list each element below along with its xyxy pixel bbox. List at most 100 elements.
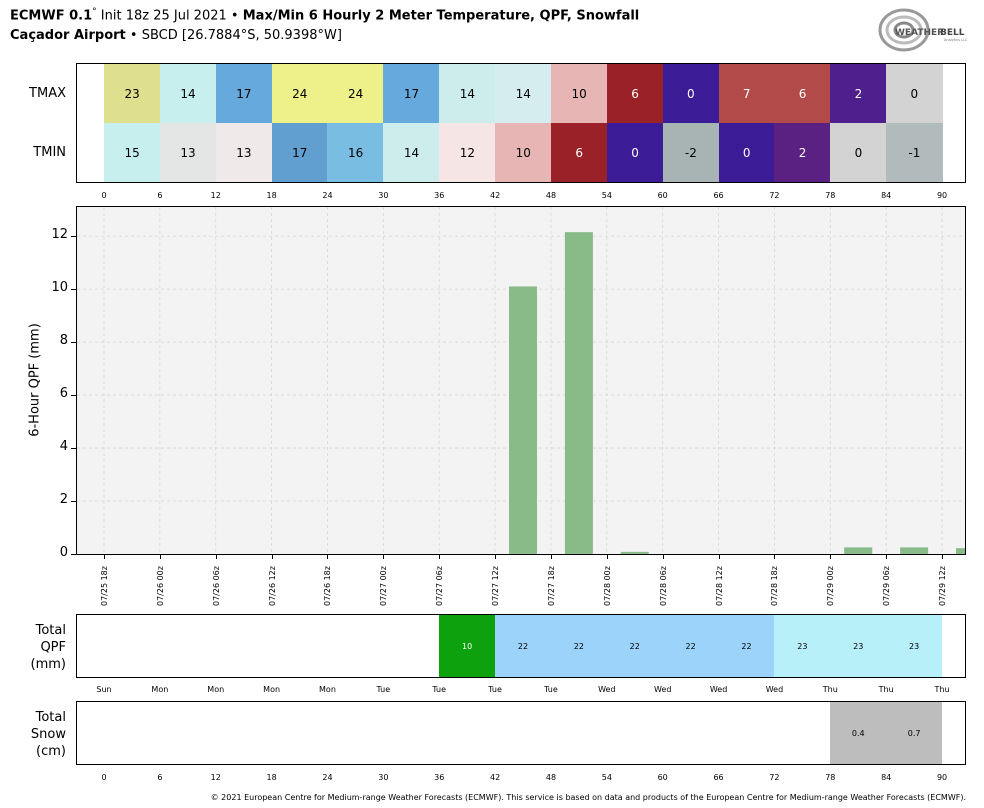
- tmin-cell: 0: [606, 123, 664, 182]
- qpf-bar-chart: [77, 207, 965, 554]
- total-qpf-segment: [495, 615, 775, 677]
- x-tick-label: 07/28 00z: [602, 566, 612, 606]
- x-tick-mark: [606, 555, 608, 559]
- logo-text-bell: BELL: [940, 28, 965, 38]
- day-tick-label: Thu: [934, 685, 950, 694]
- x-tick-mark: [271, 555, 273, 559]
- day-tick-label: Mon: [151, 685, 169, 694]
- tmax-cell: 17: [383, 64, 440, 123]
- x-tick-mark: [495, 555, 497, 559]
- hour-tick-label: 66: [713, 773, 724, 782]
- x-tick-mark: [942, 555, 944, 559]
- day-tick-label: Mon: [207, 685, 225, 694]
- day-tick-label: Mon: [319, 685, 336, 694]
- hour-tick-label: 24: [322, 191, 333, 200]
- day-tick-label: Thu: [822, 685, 838, 694]
- total-qpf-value: 23: [797, 641, 808, 651]
- total-qpf-value: 22: [741, 641, 752, 651]
- hour-tick-label: 0: [101, 191, 107, 200]
- hour-tick-label: 54: [601, 191, 612, 200]
- x-tick-mark: [215, 555, 217, 559]
- hour-tick-label: 18: [266, 773, 277, 782]
- hour-tick-label: 36: [434, 191, 445, 200]
- hour-tick-label: 60: [657, 773, 668, 782]
- total-snow-strip: 0.4 0.7: [76, 701, 966, 765]
- x-tick-label: 07/29 00z: [826, 566, 836, 606]
- total-qpf-label-line3: (mm): [30, 657, 66, 672]
- hour-tick-label: 42: [489, 191, 501, 200]
- total-snow-label-line2: Snow: [30, 727, 66, 742]
- hour-tick-label: 84: [881, 191, 892, 200]
- x-tick-label: 07/27 06z: [435, 566, 445, 606]
- degree-symbol: °: [92, 7, 97, 17]
- hour-tick-label: 54: [601, 773, 612, 782]
- day-tick-label: Mon: [263, 685, 281, 694]
- init-time: Init 18z 25 Jul 2021: [100, 8, 227, 24]
- hour-tick-label: 72: [769, 773, 780, 782]
- hour-tick-label: 6: [157, 773, 163, 782]
- qpf-bar: [900, 547, 929, 554]
- x-tick-label: 07/26 00z: [155, 566, 165, 606]
- hour-tick-label: 66: [713, 191, 724, 200]
- y-tick-label: 6: [59, 386, 68, 402]
- station-info: SBCD [26.7884°S, 50.9398°W]: [141, 28, 342, 43]
- x-tick-label: 07/27 12z: [491, 566, 501, 606]
- x-tick-mark: [550, 555, 552, 559]
- qpf-bar: [844, 547, 873, 554]
- tmax-cell: 24: [327, 64, 384, 123]
- y-tick-label: 2: [59, 492, 68, 508]
- total-qpf-segment: [439, 615, 496, 677]
- x-tick-label: 07/28 06z: [658, 566, 668, 606]
- total-qpf-segment: [774, 615, 943, 677]
- y-tick-label: 0: [59, 545, 68, 560]
- tmax-cell: 0: [662, 64, 720, 123]
- x-tick-label: 07/27 00z: [379, 566, 389, 606]
- x-tick-mark: [327, 555, 329, 559]
- hour-tick-label: 42: [489, 773, 501, 782]
- tmax-cell: 14: [439, 64, 496, 123]
- copyright-footer: © 2021 European Centre for Medium-range …: [210, 793, 966, 802]
- x-tick-mark: [886, 555, 888, 559]
- tmin-cell: 17: [271, 123, 328, 182]
- total-qpf-label-line1: Total: [35, 623, 66, 638]
- day-tick-label: Wed: [765, 685, 784, 694]
- logo-subtext: Analytics LLC: [944, 38, 968, 42]
- x-tick-label: 07/28 12z: [714, 566, 724, 606]
- y-tick-label: 10: [51, 280, 68, 296]
- location-name: Caçador Airport: [10, 28, 126, 43]
- temperature-table: 23 14 17 24 24 17 14 14 10 6 0 7 6 2 0 15 13 13 17 16 14 12 10…: [76, 63, 966, 183]
- x-tick-mark: [383, 555, 385, 559]
- logo-text-weather: WEATHER: [895, 28, 944, 38]
- total-qpf-value: 10: [462, 641, 473, 651]
- y-tick-label: 8: [59, 333, 68, 349]
- y-tick-mark: [71, 395, 76, 397]
- hour-tick-label: 30: [378, 191, 389, 200]
- tmin-cell: 0: [718, 123, 775, 182]
- tmax-cell: 2: [830, 64, 887, 123]
- bullet: •: [230, 8, 239, 24]
- total-snow-value: 0.7: [907, 728, 921, 738]
- x-tick-mark: [830, 555, 832, 559]
- total-snow-label-line1: Total: [35, 710, 66, 725]
- hour-tick-label: 12: [210, 191, 221, 200]
- y-tick-mark: [71, 448, 76, 450]
- tmax-cell: 17: [215, 64, 273, 123]
- hour-tick-label: 90: [936, 191, 948, 200]
- hour-tick-label: 18: [266, 191, 277, 200]
- hour-tick-label: 24: [322, 773, 333, 782]
- x-tick-mark: [718, 555, 720, 559]
- y-tick-mark: [71, 342, 76, 344]
- tmin-cell: 15: [104, 123, 161, 182]
- hour-tick-label: 36: [434, 773, 445, 782]
- hour-tick-label: 0: [101, 773, 107, 782]
- tmax-cell: 14: [495, 64, 552, 123]
- hour-tick-label: 72: [769, 191, 780, 200]
- day-tick-label: Wed: [653, 685, 672, 694]
- hour-tick-label: 30: [378, 773, 389, 782]
- total-qpf-strip: 10 22 22 22 22 22 23 23 23: [76, 614, 966, 678]
- hour-tick-label: 48: [545, 191, 557, 200]
- tmin-cell: 13: [215, 123, 273, 182]
- tmax-cell: 10: [550, 64, 608, 123]
- tmin-cell: 2: [774, 123, 831, 182]
- weatherbell-logo: WEATHER BELL Analytics LLC: [878, 6, 970, 56]
